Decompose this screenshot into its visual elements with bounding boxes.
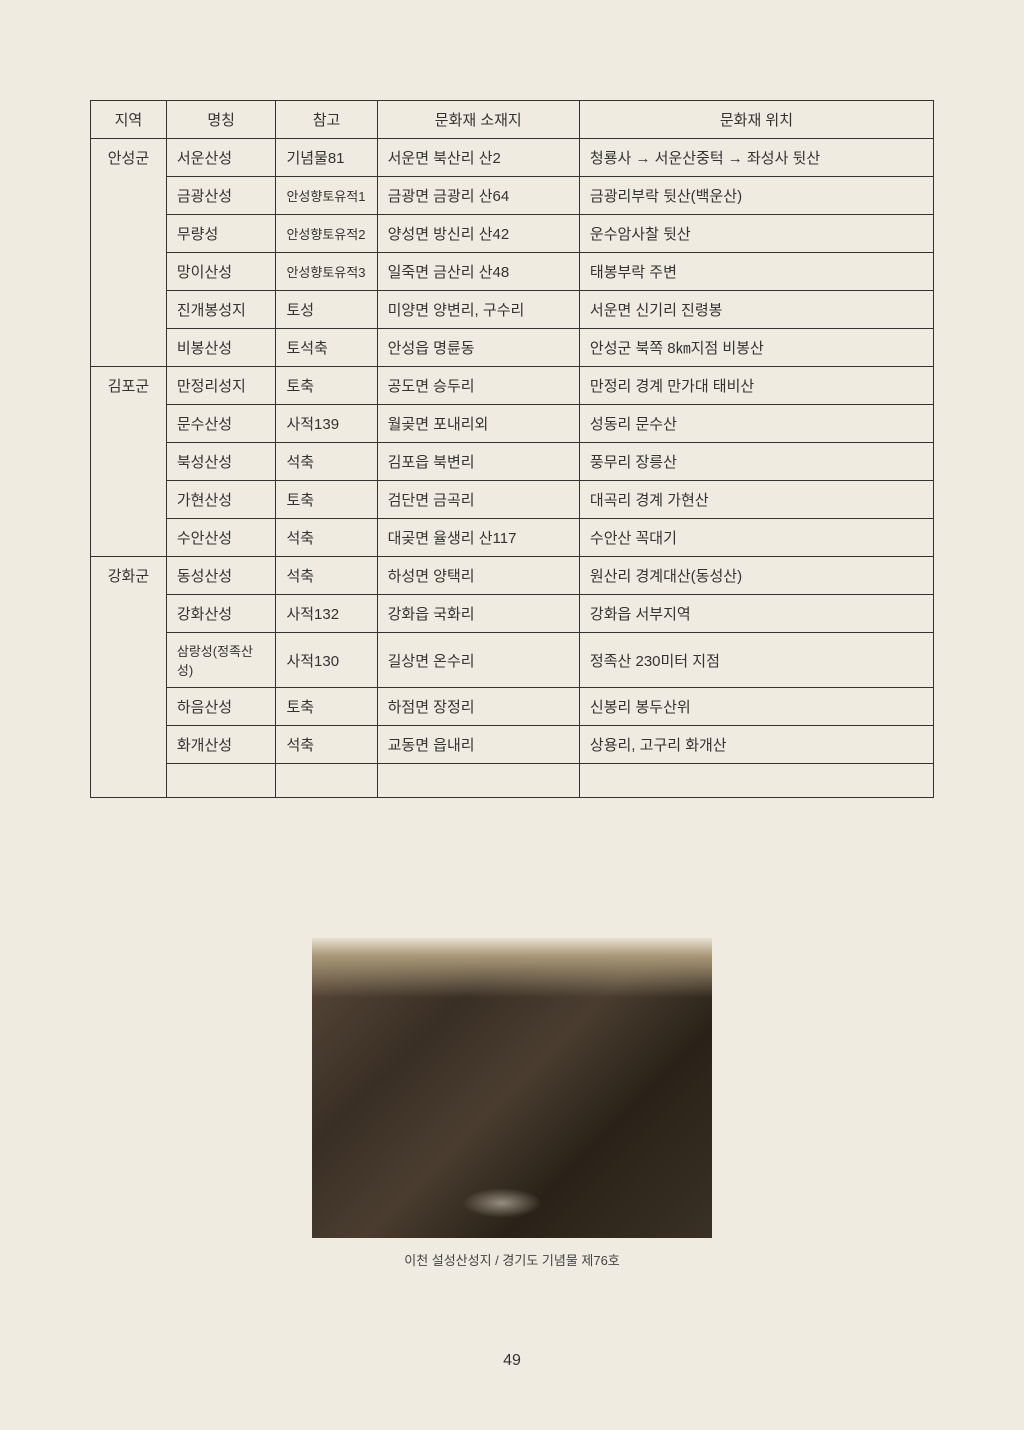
cell-position: 만정리 경계 만가대 태비산 — [579, 367, 933, 405]
cell-location: 공도면 승두리 — [377, 367, 579, 405]
cell-name: 동성산성 — [166, 557, 276, 595]
table-row: 하음산성토축하점면 장정리신봉리 봉두산위 — [91, 688, 934, 726]
cell-ref: 안성향토유적1 — [276, 177, 377, 215]
cell-position: 운수암사찰 뒷산 — [579, 215, 933, 253]
cell-region: 안성군 — [91, 139, 167, 367]
cell-name: 가현산성 — [166, 481, 276, 519]
table-row: 북성산성석축김포읍 북변리풍무리 장릉산 — [91, 443, 934, 481]
cell-name: 망이산성 — [166, 253, 276, 291]
cell-name: 수안산성 — [166, 519, 276, 557]
cell-position: 태봉부락 주변 — [579, 253, 933, 291]
cell-name: 화개산성 — [166, 726, 276, 764]
cell-location: 하성면 양택리 — [377, 557, 579, 595]
cell-position: 원산리 경계대산(동성산) — [579, 557, 933, 595]
cell-position: 서운면 신기리 진령봉 — [579, 291, 933, 329]
cell-location: 대곶면 율생리 산117 — [377, 519, 579, 557]
cell-ref: 안성향토유적2 — [276, 215, 377, 253]
table-row: 안성군서운산성기념물81서운면 북산리 산2청룡사 → 서운산중턱 → 좌성사 … — [91, 139, 934, 177]
cell-position: 청룡사 → 서운산중턱 → 좌성사 뒷산 — [579, 139, 933, 177]
cell-name: 비봉산성 — [166, 329, 276, 367]
table-row: 수안산성석축대곶면 율생리 산117수안산 꼭대기 — [91, 519, 934, 557]
cell-ref: 토축 — [276, 688, 377, 726]
cell-position — [579, 764, 933, 798]
table-header-row: 지역 명칭 참고 문화재 소재지 문화재 위치 — [91, 101, 934, 139]
figure-caption: 이천 설성산성지 / 경기도 기념물 제76호 — [90, 1250, 934, 1269]
cell-ref: 사적132 — [276, 595, 377, 633]
cell-ref: 토성 — [276, 291, 377, 329]
cell-name: 서운산성 — [166, 139, 276, 177]
cell-ref: 석축 — [276, 726, 377, 764]
page-number: 49 — [0, 1352, 1024, 1370]
cell-position: 성동리 문수산 — [579, 405, 933, 443]
table-row — [91, 764, 934, 798]
cell-region: 김포군 — [91, 367, 167, 557]
cell-name: 무량성 — [166, 215, 276, 253]
cell-location: 검단면 금곡리 — [377, 481, 579, 519]
cell-position: 수안산 꼭대기 — [579, 519, 933, 557]
cultural-properties-table: 지역 명칭 참고 문화재 소재지 문화재 위치 안성군서운산성기념물81서운면 … — [90, 100, 934, 798]
figure-image — [312, 938, 712, 1238]
header-position: 문화재 위치 — [579, 101, 933, 139]
cell-name — [166, 764, 276, 798]
cell-name: 진개봉성지 — [166, 291, 276, 329]
cell-name: 북성산성 — [166, 443, 276, 481]
cell-position: 대곡리 경계 가현산 — [579, 481, 933, 519]
cell-name: 하음산성 — [166, 688, 276, 726]
cell-ref: 석축 — [276, 519, 377, 557]
table-row: 강화산성사적132강화읍 국화리강화읍 서부지역 — [91, 595, 934, 633]
cell-location: 월곶면 포내리외 — [377, 405, 579, 443]
cell-ref: 토축 — [276, 367, 377, 405]
cell-name: 금광산성 — [166, 177, 276, 215]
cell-name: 만정리성지 — [166, 367, 276, 405]
cell-name: 삼랑성(정족산성) — [166, 633, 276, 688]
header-region: 지역 — [91, 101, 167, 139]
cell-name: 강화산성 — [166, 595, 276, 633]
cell-ref: 석축 — [276, 443, 377, 481]
table-row: 강화군동성산성석축하성면 양택리원산리 경계대산(동성산) — [91, 557, 934, 595]
table-row: 진개봉성지토성미양면 양변리, 구수리서운면 신기리 진령봉 — [91, 291, 934, 329]
cell-ref: 기념물81 — [276, 139, 377, 177]
cell-position: 강화읍 서부지역 — [579, 595, 933, 633]
table-row: 망이산성안성향토유적3일죽면 금산리 산48태봉부락 주변 — [91, 253, 934, 291]
cell-ref: 석축 — [276, 557, 377, 595]
cell-ref: 토석축 — [276, 329, 377, 367]
cell-position: 풍무리 장릉산 — [579, 443, 933, 481]
table-row: 삼랑성(정족산성)사적130길상면 온수리정족산 230미터 지점 — [91, 633, 934, 688]
header-location: 문화재 소재지 — [377, 101, 579, 139]
cell-location: 일죽면 금산리 산48 — [377, 253, 579, 291]
cell-ref — [276, 764, 377, 798]
figure-container: 이천 설성산성지 / 경기도 기념물 제76호 — [90, 938, 934, 1269]
table-row: 화개산성석축교동면 읍내리상용리, 고구리 화개산 — [91, 726, 934, 764]
cell-location: 미양면 양변리, 구수리 — [377, 291, 579, 329]
cell-ref: 사적139 — [276, 405, 377, 443]
table-row: 가현산성토축검단면 금곡리대곡리 경계 가현산 — [91, 481, 934, 519]
table-row: 금광산성안성향토유적1금광면 금광리 산64금광리부락 뒷산(백운산) — [91, 177, 934, 215]
cell-location: 김포읍 북변리 — [377, 443, 579, 481]
table-row: 무량성안성향토유적2양성면 방신리 산42운수암사찰 뒷산 — [91, 215, 934, 253]
cell-ref: 사적130 — [276, 633, 377, 688]
cell-position: 상용리, 고구리 화개산 — [579, 726, 933, 764]
cell-location — [377, 764, 579, 798]
cell-location: 양성면 방신리 산42 — [377, 215, 579, 253]
table-row: 비봉산성토석축안성읍 명륜동안성군 북쪽 8㎞지점 비봉산 — [91, 329, 934, 367]
cell-position: 신봉리 봉두산위 — [579, 688, 933, 726]
table-row: 김포군만정리성지토축공도면 승두리만정리 경계 만가대 태비산 — [91, 367, 934, 405]
header-name: 명칭 — [166, 101, 276, 139]
cell-location: 길상면 온수리 — [377, 633, 579, 688]
cell-ref: 토축 — [276, 481, 377, 519]
cell-ref: 안성향토유적3 — [276, 253, 377, 291]
cell-position: 안성군 북쪽 8㎞지점 비봉산 — [579, 329, 933, 367]
header-ref: 참고 — [276, 101, 377, 139]
cell-location: 금광면 금광리 산64 — [377, 177, 579, 215]
cell-position: 정족산 230미터 지점 — [579, 633, 933, 688]
table-row: 문수산성사적139월곶면 포내리외성동리 문수산 — [91, 405, 934, 443]
cell-location: 안성읍 명륜동 — [377, 329, 579, 367]
cell-location: 강화읍 국화리 — [377, 595, 579, 633]
cell-position: 금광리부락 뒷산(백운산) — [579, 177, 933, 215]
cell-name: 문수산성 — [166, 405, 276, 443]
cell-location: 하점면 장정리 — [377, 688, 579, 726]
cell-region: 강화군 — [91, 557, 167, 798]
cell-location: 교동면 읍내리 — [377, 726, 579, 764]
cell-location: 서운면 북산리 산2 — [377, 139, 579, 177]
